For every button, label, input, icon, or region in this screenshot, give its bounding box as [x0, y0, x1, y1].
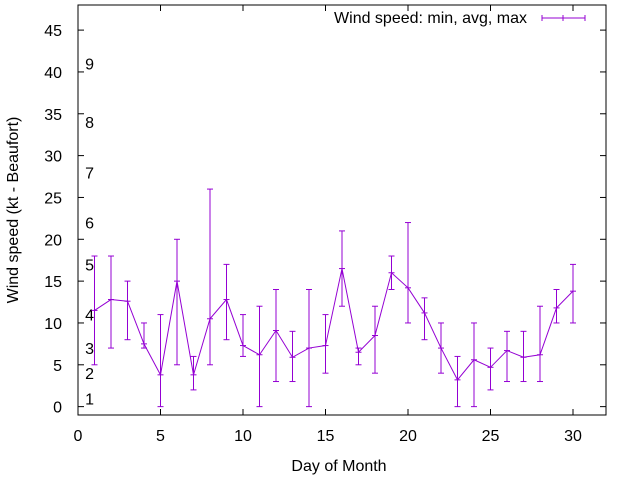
series-layer	[91, 188, 576, 408]
error-bar	[108, 255, 114, 349]
y-tick-label: 10	[44, 316, 62, 333]
y-tick-label: 25	[44, 190, 62, 207]
error-bar	[223, 263, 230, 341]
beaufort-annotation-layer: 1 2 3 4 5 6 7 8 9	[85, 57, 94, 409]
y-tick-label: 20	[44, 232, 62, 249]
error-bar	[273, 288, 279, 383]
plot-frame	[77, 4, 607, 416]
error-bar	[306, 288, 312, 408]
error-bar	[91, 255, 98, 366]
legend-label: Wind speed: min, avg, max	[334, 10, 527, 27]
y-tick-label: 45	[44, 23, 62, 40]
beaufort-label: 7	[85, 165, 94, 182]
series-line	[94, 268, 574, 381]
error-bar	[240, 314, 246, 357]
error-bar	[141, 322, 147, 349]
error-bar	[504, 330, 510, 383]
error-bar	[421, 297, 428, 341]
error-bar	[471, 322, 477, 408]
error-bar	[355, 347, 362, 366]
y-axis-title: Wind speed (kt - Beaufort)	[5, 117, 22, 304]
x-tick-label: 15	[317, 428, 335, 445]
error-bar	[372, 305, 378, 374]
y-tick-label: 30	[44, 149, 62, 166]
x-tick-label: 20	[399, 428, 417, 445]
error-bar	[537, 305, 543, 383]
error-bar	[553, 288, 560, 324]
x-tick-label: 5	[156, 428, 165, 445]
x-tick-label: 25	[482, 428, 500, 445]
x-tick-label: 30	[564, 428, 582, 445]
beaufort-label: 6	[85, 216, 94, 233]
x-tick-label: 0	[74, 428, 83, 445]
error-bar	[405, 222, 411, 324]
y-tick-label: 40	[44, 65, 62, 82]
error-bar	[520, 330, 527, 383]
beaufort-label: 9	[85, 57, 94, 74]
error-bar	[207, 188, 213, 366]
x-axis-title: Day of Month	[291, 458, 386, 475]
error-bar	[487, 347, 494, 391]
y-tick-label: 35	[44, 107, 62, 124]
error-bar	[174, 238, 180, 366]
error-bar	[124, 280, 131, 341]
beaufort-label: 2	[85, 366, 94, 383]
error-bar	[339, 230, 345, 307]
beaufort-label: 5	[85, 257, 94, 274]
beaufort-label: 8	[85, 115, 94, 132]
x-tick-label: 10	[234, 428, 252, 445]
y-tick-label: 15	[44, 274, 62, 291]
y-tick-label: 0	[53, 400, 62, 417]
error-bar	[157, 314, 164, 408]
error-bar	[256, 305, 263, 408]
y-tick-label: 5	[53, 358, 62, 375]
error-bar	[388, 255, 395, 290]
beaufort-label: 4	[85, 308, 94, 325]
error-bar	[322, 314, 329, 374]
legend: Wind speed: min, avg, max	[334, 10, 586, 27]
error-bar	[454, 355, 461, 408]
error-bar	[289, 330, 296, 383]
beaufort-label: 3	[85, 341, 94, 358]
error-bar	[570, 263, 576, 324]
error-bar	[438, 322, 444, 374]
error-bar	[190, 355, 197, 391]
beaufort-label: 1	[85, 391, 94, 408]
